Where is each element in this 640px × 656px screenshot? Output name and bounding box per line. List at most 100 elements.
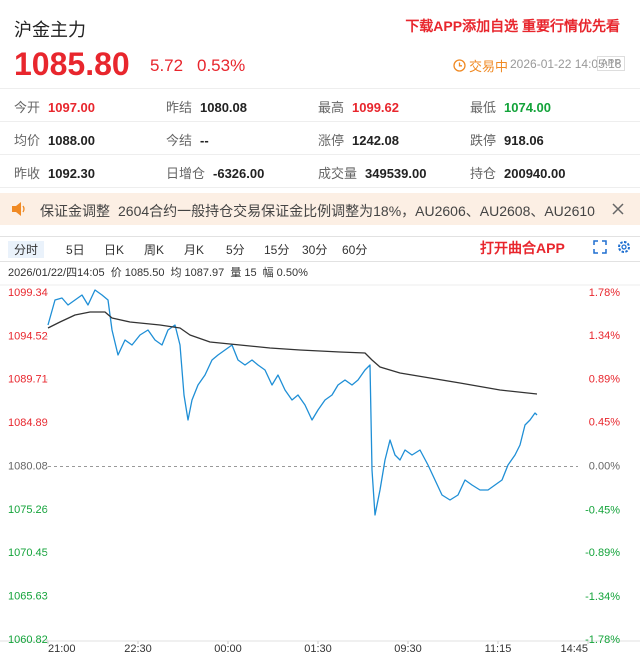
y-tick-label: 1075.26: [8, 504, 48, 516]
y2-tick-label: -1.78%: [585, 634, 620, 646]
stat-label: 最低: [470, 100, 497, 115]
stat-cell: 持仓 200940.00: [470, 163, 565, 182]
notice-text: 2604合约一般持仓交易保证金比例调整为18%，AU2606、AU2608、AU…: [118, 203, 596, 219]
stat-value: 918.06: [504, 133, 544, 148]
stat-cell: 最低 1074.00: [470, 97, 551, 116]
close-button[interactable]: [612, 203, 624, 215]
app-badge[interactable]: APP: [597, 56, 626, 71]
info-label: 价: [110, 267, 122, 279]
stat-value: 1092.30: [48, 166, 96, 181]
crosshair-info: 2026/01/22/四14:05 价 1085.50 均 1087.97 量 15 …: [8, 264, 311, 280]
y-tick-label: 1089.71: [8, 374, 48, 386]
y2-tick-label: 1.78%: [589, 287, 620, 299]
stats-table: 今开 1097.00 昨结 1080.08 最高 1099.62 最低 1074.00 均价 10…: [0, 88, 640, 188]
stat-value: --: [200, 133, 209, 148]
stats-row: 今开 1097.00 昨结 1080.08 最高 1099.62 最低 1074.00: [0, 88, 640, 121]
open-app-link[interactable]: 打开曲合APP: [480, 240, 565, 256]
stat-value: 1080.08: [200, 100, 248, 115]
stat-value: 1242.08: [352, 133, 400, 148]
stats-row: 昨收 1092.30 日增仓 -6326.00 成交量 349539.00 持仓 200940…: [0, 154, 640, 187]
info-time: 2026/01/22/四14:05: [8, 267, 105, 279]
info-label: 量: [230, 267, 242, 279]
stat-cell: 昨结 1080.08: [166, 97, 247, 116]
stat-cell: 成交量 349539.00: [318, 163, 426, 182]
y-tick-label: 1060.82: [8, 634, 48, 646]
tab[interactable]: 60分: [342, 243, 368, 257]
stat-label: 昨收: [14, 166, 41, 181]
stat-label: 昨结: [166, 100, 193, 115]
tab[interactable]: 15分: [264, 243, 290, 257]
tab[interactable]: 日K: [104, 243, 125, 257]
stat-label: 日增仓: [166, 166, 206, 181]
tab[interactable]: 30分: [302, 243, 328, 257]
tab[interactable]: 周K: [144, 243, 165, 257]
y2-tick-label: 0.00%: [589, 460, 620, 472]
y2-tick-label: 0.45%: [589, 417, 620, 429]
y2-tick-label: -0.89%: [585, 547, 620, 559]
stat-cell: 日增仓 -6326.00: [166, 163, 264, 182]
info-value: 0.50%: [276, 267, 308, 279]
stat-value: 349539.00: [365, 166, 427, 181]
stat-value: 1074.00: [504, 100, 552, 115]
status: 交易中: [453, 56, 508, 75]
stat-cell: 涨停 1242.08: [318, 130, 399, 149]
tab[interactable]: 分时: [8, 241, 45, 258]
y2-tick-label: -0.45%: [585, 504, 620, 516]
stat-cell: 跌停 918.06: [470, 130, 544, 149]
stat-label: 涨停: [318, 133, 345, 148]
y-tick-label: 1099.34: [8, 287, 48, 299]
x-tick-label: 14:45: [560, 643, 588, 655]
series-line: [47, 311, 538, 395]
notice-title: 保证金调整: [40, 203, 110, 219]
clock-icon: [453, 59, 466, 72]
timestamp: 2026-01-22 14:05:18: [510, 57, 622, 71]
x-tick-label: 09:30: [394, 643, 422, 655]
y2-tick-label: 1.34%: [589, 330, 620, 342]
tab[interactable]: 5日: [66, 243, 85, 257]
stat-label: 均价: [14, 133, 41, 148]
title: 沪金主力: [14, 20, 86, 40]
stat-label: 持仓: [470, 166, 497, 181]
stat-label: 最高: [318, 100, 345, 115]
settings-icon[interactable]: [617, 240, 631, 254]
y-tick-label: 1080.08: [8, 460, 48, 472]
stat-value: 1088.00: [48, 133, 96, 148]
x-tick-label: 11:15: [485, 643, 512, 655]
info-value: 1085.50: [124, 267, 165, 279]
info-label: 幅: [262, 267, 274, 279]
stat-cell: 今结 --: [166, 130, 209, 149]
change-pct: 0.53%: [197, 56, 246, 75]
stat-value: 1099.62: [352, 100, 400, 115]
notice-bar: 保证金调整 2604合约一般持仓交易保证金比例调整为18%，AU2606、AU2…: [0, 193, 640, 225]
y-tick-label: 1065.63: [8, 591, 48, 603]
stat-value: -6326.00: [213, 166, 265, 181]
stat-cell: 昨收 1092.30: [14, 163, 95, 182]
info-value: 15: [244, 267, 257, 279]
y-tick-label: 1084.89: [8, 417, 48, 429]
stats-row: [0, 187, 640, 188]
stat-cell: 均价 1088.00: [14, 130, 95, 149]
x-tick-label: 22:30: [124, 643, 152, 655]
y-tick-label: 1094.52: [8, 330, 48, 342]
x-tick-label: 21:00: [48, 643, 76, 655]
tab[interactable]: 月K: [184, 243, 205, 257]
x-tick-label: 00:00: [214, 643, 242, 655]
y2-tick-label: -1.34%: [585, 591, 620, 603]
promo-link[interactable]: 下载APP添加自选 重要行情优先看: [405, 18, 620, 34]
stat-value: 200940.00: [504, 166, 566, 181]
period-tabs: 分时 5日 日K 周K 月K 5分 15分 30分 60分: [0, 236, 640, 262]
speaker-icon: [12, 202, 25, 216]
y-tick-label: 1070.45: [8, 547, 48, 559]
stats-row: 均价 1088.00 今结 -- 涨停 1242.08 跌停 918.06: [0, 121, 640, 154]
stat-label: 今结: [166, 133, 193, 148]
x-tick-label: 01:30: [304, 643, 332, 655]
info-value: 1087.97: [184, 267, 225, 279]
fullscreen-icon[interactable]: [593, 240, 607, 254]
info-label: 均: [170, 267, 182, 279]
stat-cell: 今开 1097.00: [14, 97, 95, 116]
stat-cell: 最高 1099.62: [318, 97, 399, 116]
tab[interactable]: 5分: [226, 243, 245, 257]
price: 1085.80: [14, 46, 130, 82]
